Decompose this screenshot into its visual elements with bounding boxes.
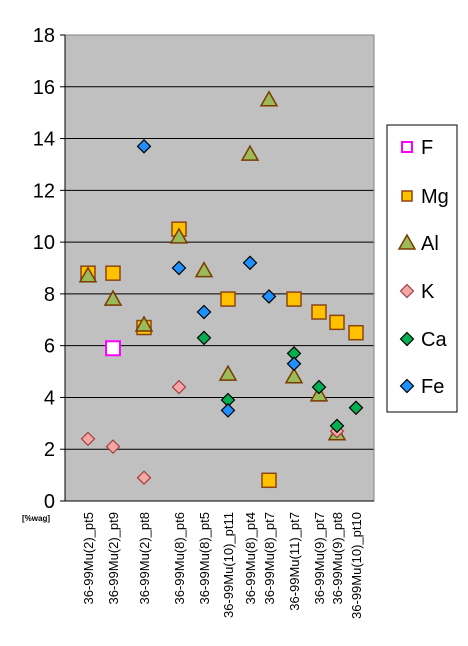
data-points — [78, 90, 364, 489]
point-k — [171, 379, 187, 395]
x-category-label: 36-99Mu(2)_pt5 — [81, 512, 96, 605]
legend-item-fe: Fe — [399, 376, 444, 398]
x-category-label: 36-99Mu(8)_pt5 — [197, 512, 212, 605]
y-tick-label: 4 — [44, 387, 55, 409]
x-category-label: 36-99Mu(10)_pt10 — [349, 512, 364, 619]
point-al — [194, 261, 214, 278]
legend-marker-ca — [399, 331, 415, 347]
legend-marker-al — [397, 233, 417, 250]
y-tick-label: 12 — [33, 180, 55, 202]
legend-label-ca: Ca — [421, 329, 447, 351]
point-mg — [348, 324, 364, 341]
x-axis-categories: 36-99Mu(2)_pt5 36-99Mu(2)_pt9 36-99Mu(2)_p… — [81, 512, 364, 619]
point-al — [284, 367, 304, 384]
legend-box — [386, 124, 458, 413]
point-ca — [196, 330, 212, 346]
point-ca — [348, 400, 364, 416]
legend-label-f: F — [421, 137, 433, 159]
y-tick-label: 8 — [44, 284, 55, 306]
point-k — [105, 439, 121, 454]
x-category-label: 36-99Mu(11)_pt7 — [287, 512, 302, 611]
point-f — [105, 340, 121, 357]
legend-item-mg: Mg — [401, 186, 449, 208]
x-category-label: 36-99Mu(9)_pt8 — [330, 512, 345, 605]
point-fe — [171, 260, 187, 276]
legend-marker-fe — [399, 378, 415, 394]
unit-label: [%wag] — [22, 514, 50, 523]
y-tick-label: 6 — [44, 336, 55, 358]
legend-item-f: F — [401, 137, 433, 159]
legend: F Mg Al K Ca Fe — [386, 124, 458, 413]
point-al — [134, 315, 154, 332]
legend-label-k: K — [421, 281, 435, 303]
point-mg — [261, 472, 277, 489]
y-axis-ticks: 0 2 4 6 8 10 12 14 16 18 — [33, 25, 374, 513]
point-ca — [311, 379, 327, 395]
point-fe — [242, 255, 258, 271]
point-al — [78, 266, 98, 283]
x-category-label: 36-99Mu(8)_pt7 — [262, 512, 277, 605]
legend-marker-k — [399, 283, 415, 299]
point-ca — [329, 418, 345, 434]
point-mg — [220, 291, 236, 307]
point-fe — [261, 289, 277, 304]
y-tick-label: 0 — [44, 491, 55, 513]
legend-item-al: Al — [397, 233, 439, 255]
legend-item-ca: Ca — [399, 329, 447, 351]
x-category-label: 36-99Mu(8)_pt4 — [243, 512, 258, 605]
point-al — [240, 144, 260, 161]
point-al — [103, 289, 123, 306]
point-k — [136, 470, 152, 486]
point-mg — [286, 291, 302, 307]
point-al — [169, 227, 189, 244]
point-fe — [196, 304, 212, 320]
legend-marker-mg — [401, 190, 413, 202]
x-category-label: 36-99Mu(8)_pt6 — [172, 512, 187, 605]
y-tick-label: 16 — [33, 77, 55, 99]
legend-label-mg: Mg — [421, 186, 449, 208]
x-category-label: 36-99Mu(10)_pt11 — [221, 512, 236, 618]
point-fe — [136, 138, 152, 154]
point-mg — [105, 265, 121, 281]
x-category-label: 36-99Mu(9)_pt7 — [312, 512, 327, 605]
point-fe — [286, 356, 302, 372]
x-category-label: 36-99Mu(2)_pt8 — [137, 512, 152, 605]
y-tick-label: 2 — [44, 439, 55, 461]
y-tick-label: 10 — [33, 232, 55, 254]
y-tick-label: 14 — [33, 129, 55, 151]
point-mg — [311, 304, 327, 320]
legend-item-k: K — [399, 281, 435, 303]
x-category-label: 36-99Mu(2)_pt9 — [106, 512, 121, 605]
point-mg — [329, 314, 345, 331]
y-tick-label: 18 — [33, 25, 55, 47]
legend-label-fe: Fe — [421, 376, 444, 398]
legend-marker-f — [401, 141, 413, 153]
point-al — [218, 364, 238, 381]
point-k — [80, 431, 96, 447]
legend-label-al: Al — [421, 233, 439, 255]
point-al — [259, 90, 279, 107]
point-fe — [220, 403, 236, 418]
